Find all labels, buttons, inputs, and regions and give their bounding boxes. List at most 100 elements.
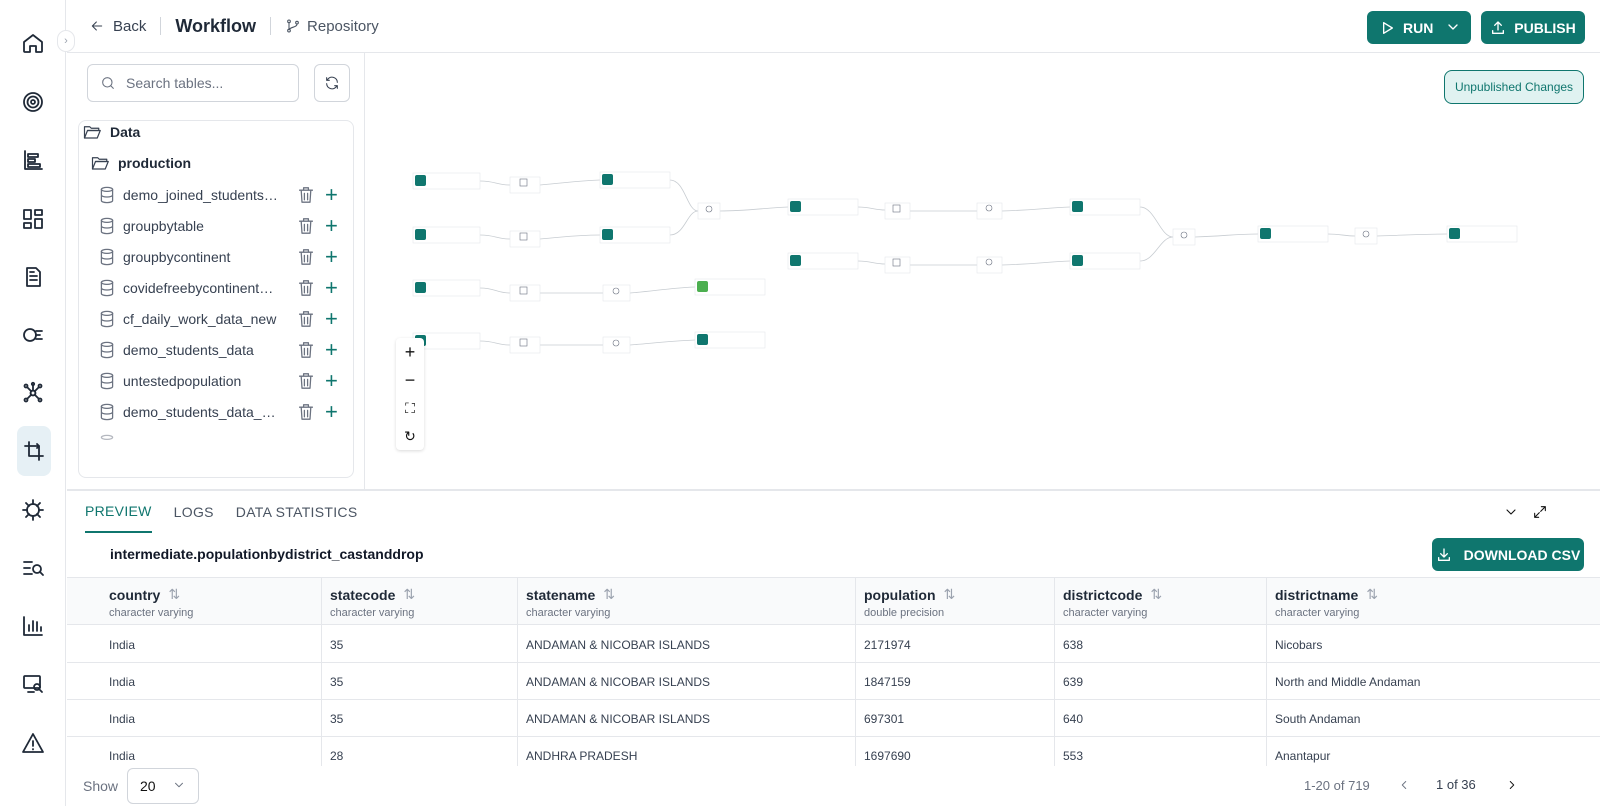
table-item[interactable]: demo_students_data + bbox=[99, 338, 349, 362]
chevron-left-icon[interactable] bbox=[1397, 778, 1411, 792]
show-label: Show bbox=[83, 778, 119, 794]
tab-logs[interactable]: LOGS bbox=[173, 504, 214, 520]
table-item[interactable]: untestedpopulation + bbox=[99, 369, 349, 393]
preview-tabs: PREVIEW LOGS DATA STATISTICS bbox=[85, 491, 357, 533]
table-item[interactable]: cf_daily_work_data_new + bbox=[99, 307, 349, 331]
zoom-in-icon[interactable]: + bbox=[404, 341, 416, 362]
plus-icon[interactable]: + bbox=[325, 306, 338, 331]
network-icon[interactable] bbox=[17, 377, 49, 409]
table-item[interactable]: groupbytable + bbox=[99, 214, 349, 238]
database-icon bbox=[100, 279, 114, 297]
document-icon[interactable] bbox=[17, 261, 49, 293]
sort-icon[interactable]: ⇅ bbox=[603, 586, 615, 602]
column-header[interactable]: country ⇅ character varying bbox=[67, 578, 321, 626]
plus-icon[interactable]: + bbox=[325, 337, 338, 362]
bug-icon[interactable] bbox=[17, 494, 49, 526]
preview-panel: PREVIEW LOGS DATA STATISTICS intermediat… bbox=[67, 489, 1600, 806]
trash-icon[interactable] bbox=[298, 186, 314, 204]
plus-icon[interactable]: + bbox=[325, 244, 338, 269]
trash-icon[interactable] bbox=[298, 279, 314, 297]
download-label: DOWNLOAD CSV bbox=[1463, 546, 1581, 563]
folder-production[interactable]: production bbox=[91, 155, 191, 171]
table-item[interactable]: covidefreebycontinent_… + bbox=[99, 276, 349, 300]
home-icon[interactable] bbox=[17, 27, 49, 59]
tab-preview[interactable]: PREVIEW bbox=[85, 491, 152, 533]
column-header[interactable]: statecode ⇅ character varying bbox=[321, 578, 517, 626]
plus-icon[interactable]: + bbox=[325, 182, 338, 207]
trash-icon[interactable] bbox=[298, 403, 314, 421]
table-cell: 35 bbox=[321, 700, 517, 737]
trash-icon[interactable] bbox=[298, 372, 314, 390]
table-cell: South Andaman bbox=[1266, 700, 1600, 737]
table-name: covidefreebycontinent_… bbox=[123, 280, 278, 296]
repository-link[interactable]: Repository bbox=[285, 18, 379, 35]
page-size-select[interactable]: 20 bbox=[127, 768, 199, 804]
workflow-canvas[interactable]: Unpublished Changes bbox=[365, 53, 1600, 489]
zoom-out-icon[interactable]: − bbox=[404, 369, 416, 390]
download-csv-button[interactable]: DOWNLOAD CSV bbox=[1432, 538, 1584, 571]
dashboard-icon[interactable] bbox=[17, 203, 49, 235]
database-icon bbox=[100, 217, 114, 235]
chevron-down-icon[interactable] bbox=[1503, 504, 1519, 520]
plus-icon[interactable]: + bbox=[325, 213, 338, 238]
column-header[interactable]: statename ⇅ character varying bbox=[517, 578, 855, 626]
expand-icon[interactable] bbox=[1532, 504, 1548, 520]
search-icon bbox=[102, 77, 114, 89]
sort-icon[interactable]: ⇅ bbox=[403, 586, 416, 602]
sort-icon[interactable]: ⇅ bbox=[943, 586, 956, 602]
trash-icon[interactable] bbox=[298, 248, 314, 266]
reset-view-icon[interactable]: ↻ bbox=[404, 427, 416, 444]
chevron-down-icon bbox=[175, 782, 183, 788]
graph-search-icon[interactable] bbox=[17, 319, 49, 351]
publish-button[interactable]: PUBLISH bbox=[1481, 11, 1585, 44]
icon-rail bbox=[0, 0, 66, 806]
table-item[interactable]: demo_students_data_c… + bbox=[99, 400, 349, 424]
column-header[interactable]: districtname ⇅ character varying bbox=[1266, 578, 1600, 626]
plus-icon[interactable]: + bbox=[325, 368, 338, 393]
trash-icon[interactable] bbox=[298, 310, 314, 328]
table-tree: Data production demo_joined_students… + … bbox=[78, 120, 354, 478]
publish-label: PUBLISH bbox=[1514, 19, 1576, 36]
table-item[interactable]: groupbycontinent + bbox=[99, 245, 349, 269]
sort-icon[interactable]: ⇅ bbox=[168, 586, 181, 602]
back-button[interactable]: Back bbox=[89, 18, 146, 35]
column-header[interactable]: districtcode ⇅ character varying bbox=[1054, 578, 1266, 626]
database-icon bbox=[100, 372, 114, 390]
refresh-icon bbox=[326, 76, 338, 90]
chevron-down-icon[interactable] bbox=[1445, 19, 1461, 35]
divider bbox=[270, 17, 272, 35]
list-bars-icon[interactable] bbox=[17, 144, 49, 176]
sort-icon[interactable]: ⇅ bbox=[1150, 586, 1163, 602]
database-icon bbox=[100, 341, 114, 359]
plus-icon[interactable]: + bbox=[325, 275, 338, 300]
table-item[interactable]: demo_joined_students… + bbox=[99, 183, 349, 207]
run-button[interactable]: RUN bbox=[1367, 11, 1471, 44]
column-header[interactable]: population ⇅ double precision bbox=[855, 578, 1054, 626]
column-name: country bbox=[109, 586, 161, 603]
sort-icon[interactable]: ⇅ bbox=[1366, 586, 1378, 602]
table-name: groupbytable bbox=[123, 218, 204, 234]
alert-icon[interactable] bbox=[17, 727, 49, 759]
search-list-icon[interactable] bbox=[17, 552, 49, 584]
transform-icon[interactable] bbox=[17, 426, 51, 476]
bar-chart-icon[interactable] bbox=[17, 610, 49, 642]
table-cell: India bbox=[109, 711, 136, 726]
tab-data-statistics[interactable]: DATA STATISTICS bbox=[235, 504, 358, 520]
folder-data[interactable]: Data bbox=[83, 124, 140, 140]
fit-view-icon[interactable]: ⛶ bbox=[405, 399, 415, 416]
table-cell: India bbox=[109, 674, 136, 689]
search-input[interactable] bbox=[126, 75, 286, 91]
table-cell: ANDAMAN & NICOBAR ISLANDS bbox=[517, 700, 855, 737]
refresh-button[interactable] bbox=[314, 64, 350, 102]
plus-icon[interactable]: + bbox=[325, 399, 338, 424]
chevron-right-icon[interactable]: › bbox=[57, 30, 75, 52]
chevron-right-icon[interactable] bbox=[1505, 778, 1519, 792]
trash-icon[interactable] bbox=[298, 217, 314, 235]
table-name: untestedpopulation bbox=[123, 373, 242, 389]
trash-icon[interactable] bbox=[298, 341, 314, 359]
column-name: statecode bbox=[330, 586, 396, 603]
database-icon bbox=[100, 248, 114, 266]
target-icon[interactable] bbox=[17, 86, 49, 118]
monitor-search-icon[interactable] bbox=[17, 668, 49, 700]
workflow-graph[interactable] bbox=[365, 53, 1600, 489]
